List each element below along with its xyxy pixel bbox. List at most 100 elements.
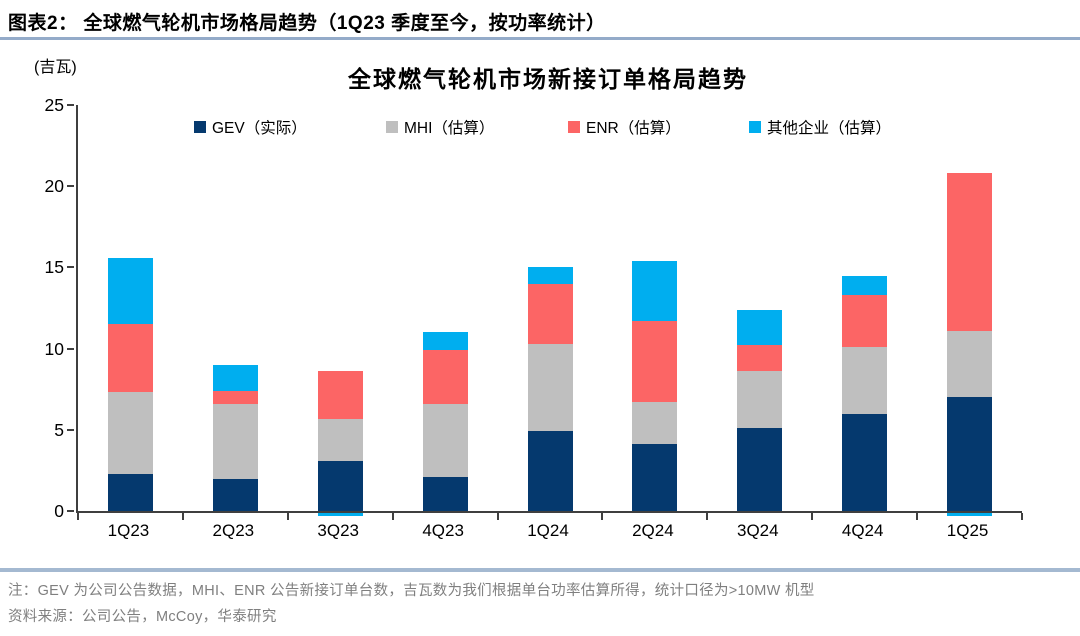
legend-label: 其他企业（估算） [767,120,892,137]
zero-value-sliver [947,513,993,516]
legend-item: ENR（估算） [568,116,681,138]
stacked-bar-4Q24 [842,275,888,511]
plot-area [67,104,1023,520]
bar-segment [317,418,363,461]
legend-swatch [749,121,761,133]
zero-value-sliver [317,513,363,516]
x-axis-tick [706,513,709,520]
legend-label: ENR（估算） [586,120,681,137]
chart-title: 全球燃气轮机市场新接订单格局趋势 [348,66,748,92]
stacked-bar-1Q25 [947,173,993,516]
bar-segment [947,173,993,331]
x-axis-label: 4Q24 [841,521,884,540]
bar-segment [212,403,258,479]
bar-segment [212,390,258,404]
y-axis-tick [67,266,74,269]
x-axis-tick [391,513,394,520]
x-axis-tick [286,513,289,520]
bar-segment [842,295,888,348]
legend-item: GEV（实际） [194,116,307,138]
legend-item: MHI（估算） [386,116,494,138]
x-axis-labels: 1Q23 2Q23 3Q23 4Q23 1Q24 2Q24 3Q24 4Q24 1Q25 [76,521,1020,541]
footnote-divider [0,568,1080,572]
x-axis-label: 2Q24 [632,521,674,540]
x-axis-tick [601,513,604,520]
bar-segment [107,392,153,474]
bar-segment [947,397,993,511]
x-axis-tick [916,513,919,520]
bar-slot [602,105,707,511]
y-axis-tick [67,347,74,350]
x-axis-label: 1Q23 [107,521,150,540]
legend-item: 其他企业（估算） [749,116,891,138]
bars-container [78,105,1022,516]
bar-segment [947,330,993,398]
bar-segment [107,324,153,393]
y-axis-tick [67,104,74,106]
x-axis-tick [496,513,499,520]
bar-segment [842,347,888,414]
bar-segment [317,371,363,419]
stacked-bar-1Q24 [527,267,573,511]
bar-segment [422,403,468,477]
bar-segment [737,345,783,372]
legend-label: MHI（估算） [404,120,495,137]
x-axis-label: 4Q23 [422,521,464,540]
x-axis-label: 3Q23 [317,521,360,540]
bar-segment [842,413,888,511]
bar-segment [422,476,468,511]
footnote-note: 注：GEV 为公司公告数据，MHI、ENR 公告新接订单台数，吉瓦数为我们根据单… [8,583,815,599]
header-divider [0,37,1080,40]
bar-segment [527,431,573,511]
stacked-bar-3Q23 [317,371,363,516]
bar-slot [393,105,498,511]
chart-legend: GEV（实际） MHI（估算） ENR（估算） 其他企业（估算） [0,116,1080,138]
y-axis-unit-label: (吉瓦) [34,59,77,76]
y-axis-tick [67,185,74,188]
x-axis-tick [1021,513,1023,520]
bar-segment [632,402,678,445]
legend-swatch [194,121,206,133]
bar-segment [632,260,678,322]
figure-header-title: 图表2： 全球燃气轮机市场格局趋势（1Q23 季度至今，按功率统计） [8,13,606,34]
bar-slot [707,105,812,511]
stacked-bar-2Q24 [632,260,678,511]
legend-swatch [386,121,398,133]
bar-slot [498,105,603,511]
bar-segment [632,444,678,511]
bar-slot [812,105,917,511]
bar-slot [917,105,1022,516]
bar-segment [527,343,573,432]
footnote-source: 资料来源：公司公告，McCoy，华泰研究 [8,609,277,625]
x-axis-tick [811,513,814,520]
x-axis-tick [181,513,184,520]
legend-label: GEV（实际） [212,120,307,137]
y-tick-label: 0 [54,501,64,521]
y-axis-tick [67,428,74,431]
bar-segment [107,473,153,511]
bar-slot [183,105,288,511]
stacked-bar-2Q23 [212,364,258,511]
bar-segment [212,364,258,391]
bar-segment [527,267,573,284]
x-axis-label: 2Q23 [212,521,255,540]
bar-segment [212,478,258,511]
x-axis-label: 1Q24 [527,521,569,540]
bar-segment [737,309,783,346]
bar-segment [842,275,888,296]
x-axis-tick [77,513,79,520]
bar-segment [632,321,678,403]
x-axis-label: 3Q24 [736,521,779,540]
legend-swatch [568,121,580,133]
bar-slot [288,105,393,516]
stacked-bar-3Q24 [737,309,783,511]
stacked-bar-1Q23 [107,257,153,511]
bar-segment [737,428,783,511]
bar-segment [107,257,153,325]
bar-segment [737,371,783,429]
y-axis-tick [67,510,74,512]
bar-slot [78,105,183,511]
bar-segment [317,460,363,511]
bar-segment [422,332,468,351]
bar-segment [422,350,468,404]
